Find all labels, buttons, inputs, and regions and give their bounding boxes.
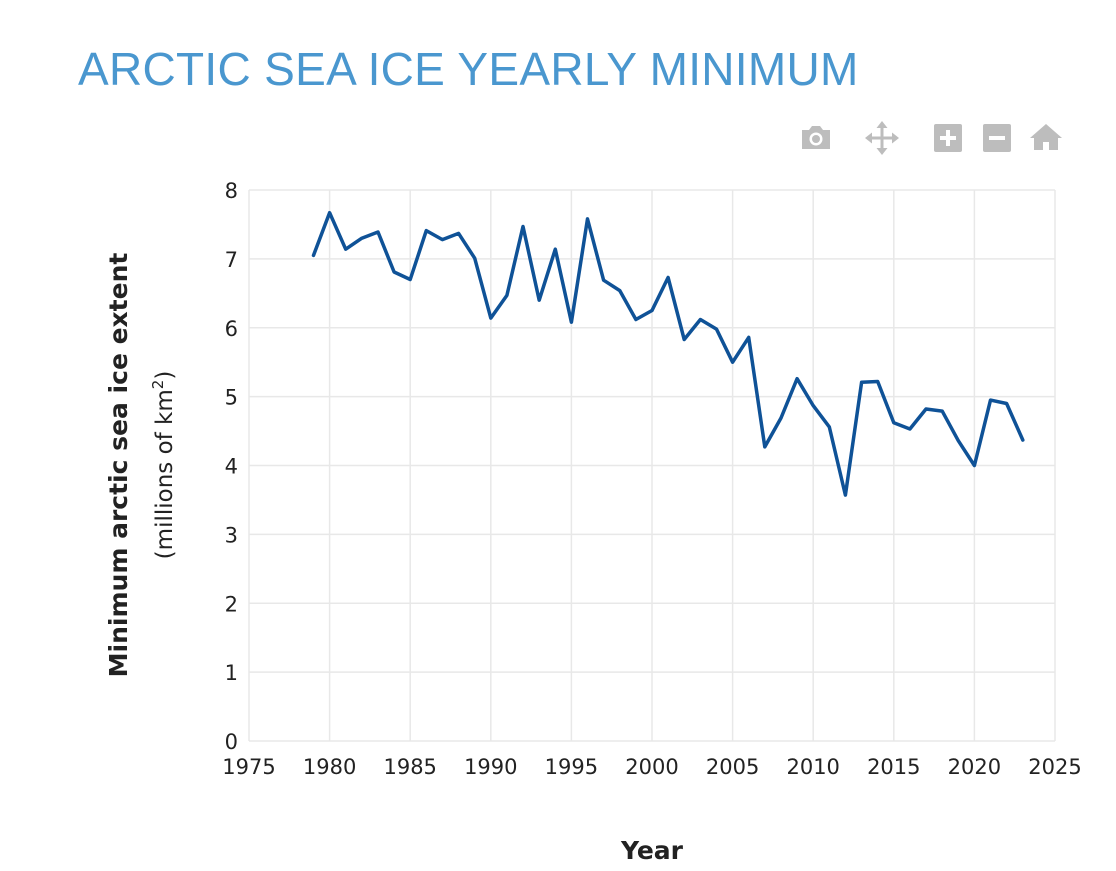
y-tick-label: 7 xyxy=(225,248,238,272)
home-icon xyxy=(1030,124,1062,150)
x-tick-label: 2015 xyxy=(867,755,920,779)
data-point[interactable] xyxy=(307,249,319,261)
y-tick-label: 3 xyxy=(225,523,238,547)
data-point[interactable] xyxy=(872,375,884,387)
data-point[interactable] xyxy=(1001,398,1013,410)
x-tick-label: 2010 xyxy=(786,755,839,779)
data-point[interactable] xyxy=(372,226,384,238)
pan-button[interactable] xyxy=(862,118,902,158)
data-point[interactable] xyxy=(436,234,448,246)
y-axis-ticks: 0 1 2 3 4 5 6 7 8 xyxy=(225,179,238,754)
data-point[interactable] xyxy=(791,373,803,385)
y-axis-units-superscript: 2 xyxy=(149,380,167,390)
data-point[interactable] xyxy=(1017,434,1029,446)
data-point[interactable] xyxy=(968,460,980,472)
download-plot-button[interactable] xyxy=(796,118,836,158)
data-point[interactable] xyxy=(388,266,400,278)
data-point[interactable] xyxy=(340,243,352,255)
data-point[interactable] xyxy=(985,394,997,406)
series-line-minimum-extent[interactable] xyxy=(311,210,1025,497)
zoom-in-icon xyxy=(934,124,962,152)
data-point[interactable] xyxy=(565,316,577,328)
y-tick-label: 2 xyxy=(225,592,238,616)
y-axis-units: (millions of km2) xyxy=(149,371,178,560)
data-point[interactable] xyxy=(678,333,690,345)
y-tick-label: 4 xyxy=(225,455,238,479)
data-point[interactable] xyxy=(420,225,432,237)
data-point[interactable] xyxy=(582,213,594,225)
x-tick-label: 1975 xyxy=(222,755,275,779)
data-point[interactable] xyxy=(888,417,900,429)
y-axis-title-group: Minimum arctic sea ice extent (millions … xyxy=(104,253,178,678)
data-point[interactable] xyxy=(646,305,658,317)
data-point[interactable] xyxy=(936,405,948,417)
pan-arrows-icon xyxy=(865,121,899,155)
data-point[interactable] xyxy=(904,423,916,435)
y-tick-label: 6 xyxy=(225,317,238,341)
data-point[interactable] xyxy=(598,274,610,286)
data-point[interactable] xyxy=(501,289,513,301)
y-axis-units-prefix: (millions of km xyxy=(152,389,178,559)
plot-toolbar xyxy=(796,118,1066,158)
data-point[interactable] xyxy=(823,421,835,433)
data-point[interactable] xyxy=(727,356,739,368)
y-axis-units-suffix: ) xyxy=(152,371,178,380)
data-point[interactable] xyxy=(469,252,481,264)
x-axis-ticks: 1975 1980 1985 1990 1995 2000 2005 2010 2015 2020… xyxy=(222,755,1081,779)
zoom-in-button[interactable] xyxy=(927,118,967,158)
y-tick-label: 1 xyxy=(225,661,238,685)
data-point[interactable] xyxy=(533,294,545,306)
y-tick-label: 8 xyxy=(225,179,238,203)
x-axis-title: Year xyxy=(620,836,684,865)
data-point[interactable] xyxy=(839,489,851,501)
data-point[interactable] xyxy=(807,400,819,412)
data-point[interactable] xyxy=(453,227,465,239)
x-tick-label: 1995 xyxy=(545,755,598,779)
data-point[interactable] xyxy=(324,207,336,219)
data-point[interactable] xyxy=(952,435,964,447)
data-point[interactable] xyxy=(630,313,642,325)
data-point[interactable] xyxy=(743,331,755,343)
page-title: ARCTIC SEA ICE YEARLY MINIMUM xyxy=(78,43,859,95)
camera-icon xyxy=(802,126,830,149)
zoom-out-button[interactable] xyxy=(976,118,1016,158)
data-point[interactable] xyxy=(710,323,722,335)
grid xyxy=(248,189,1056,742)
data-point[interactable] xyxy=(485,312,497,324)
data-point[interactable] xyxy=(775,412,787,424)
y-tick-label: 0 xyxy=(225,730,238,754)
data-point[interactable] xyxy=(356,232,368,244)
data-point[interactable] xyxy=(517,221,529,233)
y-tick-label: 5 xyxy=(225,386,238,410)
x-tick-label: 1980 xyxy=(303,755,356,779)
data-point[interactable] xyxy=(759,441,771,453)
x-tick-label: 2005 xyxy=(706,755,759,779)
series-layer xyxy=(307,207,1029,501)
x-tick-label: 1990 xyxy=(464,755,517,779)
data-point[interactable] xyxy=(856,376,868,388)
zoom-out-icon xyxy=(983,124,1011,152)
data-point[interactable] xyxy=(614,285,626,297)
data-point[interactable] xyxy=(694,313,706,325)
data-point[interactable] xyxy=(549,243,561,255)
x-tick-label: 2000 xyxy=(625,755,678,779)
data-point[interactable] xyxy=(404,274,416,286)
data-point[interactable] xyxy=(920,403,932,415)
data-point[interactable] xyxy=(662,271,674,283)
reset-axes-button[interactable] xyxy=(1026,118,1066,158)
y-axis-title: Minimum arctic sea ice extent xyxy=(104,253,133,678)
x-tick-label: 1985 xyxy=(383,755,436,779)
x-tick-label: 2025 xyxy=(1028,755,1081,779)
x-tick-label: 2020 xyxy=(948,755,1001,779)
